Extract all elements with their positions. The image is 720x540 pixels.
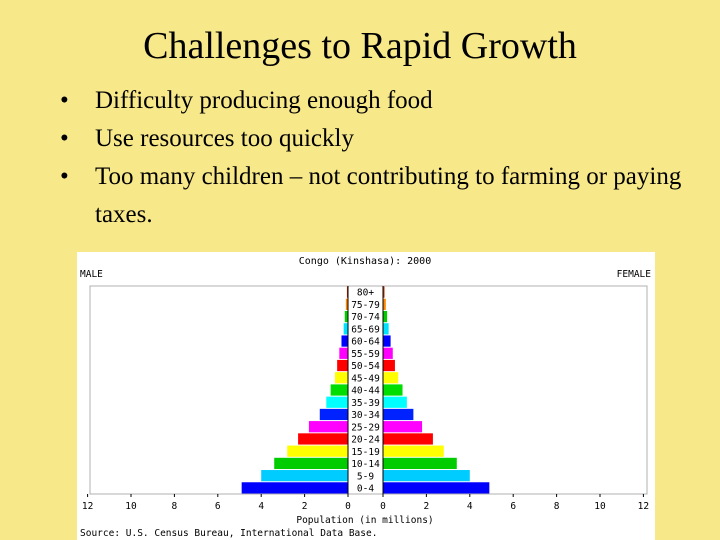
male-bar bbox=[274, 457, 348, 470]
female-bar bbox=[383, 310, 388, 323]
x-tick-label: 12 bbox=[638, 501, 649, 512]
age-group-label: 5-9 bbox=[357, 471, 374, 482]
male-bar bbox=[241, 482, 348, 494]
female-bar bbox=[383, 408, 414, 421]
male-bar bbox=[337, 359, 348, 372]
female-bar bbox=[383, 445, 444, 457]
x-tick-label: 10 bbox=[125, 501, 137, 512]
x-tick-label: 6 bbox=[215, 501, 221, 512]
bullet-item: • Use resources too quickly bbox=[60, 120, 700, 158]
male-bar bbox=[334, 372, 348, 384]
population-pyramid-chart: Congo (Kinshasa): 2000 MALE FEMALE 80+ 75… bbox=[77, 252, 655, 540]
male-bar bbox=[346, 286, 348, 298]
male-bar bbox=[326, 396, 348, 408]
age-group-label: 15-19 bbox=[351, 447, 380, 458]
age-group-label: 50-54 bbox=[351, 361, 380, 372]
age-group-label: 40-44 bbox=[351, 386, 380, 397]
bullet-text: Too many children – not contributing to … bbox=[95, 163, 682, 228]
pyramid-svg: Congo (Kinshasa): 2000 MALE FEMALE 80+75… bbox=[80, 256, 652, 539]
age-group-label: 45-49 bbox=[351, 373, 380, 384]
female-bar bbox=[383, 286, 385, 298]
bullet-list: • Difficulty producing enough food • Use… bbox=[60, 82, 700, 234]
age-group-label: 0-4 bbox=[357, 484, 374, 495]
age-group-label: 30-34 bbox=[351, 410, 380, 421]
x-tick-label: 6 bbox=[510, 501, 516, 512]
bullet-icon: • bbox=[60, 125, 69, 152]
age-group-label: 80+ bbox=[357, 288, 374, 299]
bullet-icon: • bbox=[60, 163, 69, 190]
male-bar bbox=[298, 433, 348, 445]
x-axis-label: Population (in millions) bbox=[296, 515, 433, 526]
male-bar bbox=[261, 470, 348, 482]
female-bar bbox=[383, 457, 457, 470]
female-label: FEMALE bbox=[617, 269, 652, 280]
bullet-text: Difficulty producing enough food bbox=[95, 87, 433, 114]
x-tick-label: 8 bbox=[172, 501, 178, 512]
female-bar bbox=[383, 433, 433, 445]
male-bar bbox=[308, 421, 348, 433]
female-bar bbox=[383, 482, 490, 494]
x-tick-label: 12 bbox=[82, 501, 93, 512]
plot-frame bbox=[89, 285, 648, 495]
female-bar bbox=[383, 384, 403, 396]
x-tick-label: 2 bbox=[424, 501, 430, 512]
chart-title: Congo (Kinshasa): 2000 bbox=[299, 256, 431, 267]
female-bar bbox=[383, 335, 391, 347]
female-bar bbox=[383, 323, 389, 335]
slide-title: Challenges to Rapid Growth bbox=[143, 25, 577, 67]
age-group-label: 75-79 bbox=[351, 300, 380, 311]
age-group-label: 65-69 bbox=[351, 324, 380, 335]
male-bar bbox=[345, 298, 348, 310]
age-group-label: 60-64 bbox=[351, 337, 380, 348]
source-note: Source: U.S. Census Bureau, Internationa… bbox=[80, 528, 377, 539]
male-bar bbox=[343, 323, 348, 335]
male-bar bbox=[341, 335, 348, 347]
age-group-label: 35-39 bbox=[351, 398, 380, 409]
female-bar bbox=[383, 347, 393, 359]
female-bar bbox=[383, 396, 407, 408]
bullet-icon: • bbox=[60, 87, 69, 114]
female-bar bbox=[383, 298, 386, 310]
female-bar bbox=[383, 421, 423, 433]
female-bar bbox=[383, 372, 399, 384]
bullet-item: • Too many children – not contributing t… bbox=[60, 158, 700, 234]
x-ticks-layer: 12 10 8 6 4 2 0 0 2 4 6 8 10 12 bbox=[82, 494, 649, 512]
x-tick-label: 2 bbox=[302, 501, 308, 512]
bullet-text: Use resources too quickly bbox=[95, 125, 354, 152]
age-group-label: 20-24 bbox=[351, 435, 380, 446]
age-group-label: 55-59 bbox=[351, 349, 380, 360]
x-tick-label: 0 bbox=[380, 501, 386, 512]
male-bar bbox=[344, 310, 348, 323]
male-bar bbox=[339, 347, 348, 359]
age-group-label: 70-74 bbox=[351, 312, 380, 323]
age-group-label: 25-29 bbox=[351, 422, 380, 433]
x-tick-label: 8 bbox=[554, 501, 560, 512]
bars-layer bbox=[241, 286, 490, 494]
male-bar bbox=[330, 384, 348, 396]
male-label: MALE bbox=[80, 269, 103, 280]
male-bar bbox=[319, 408, 348, 421]
female-bar bbox=[383, 359, 395, 372]
x-tick-label: 10 bbox=[594, 501, 606, 512]
bullet-item: • Difficulty producing enough food bbox=[60, 82, 700, 120]
age-group-label: 10-14 bbox=[351, 459, 380, 470]
female-bar bbox=[383, 470, 470, 482]
x-tick-label: 4 bbox=[258, 501, 264, 512]
x-tick-label: 4 bbox=[467, 501, 473, 512]
male-bar bbox=[287, 445, 348, 457]
x-tick-label: 0 bbox=[345, 501, 351, 512]
